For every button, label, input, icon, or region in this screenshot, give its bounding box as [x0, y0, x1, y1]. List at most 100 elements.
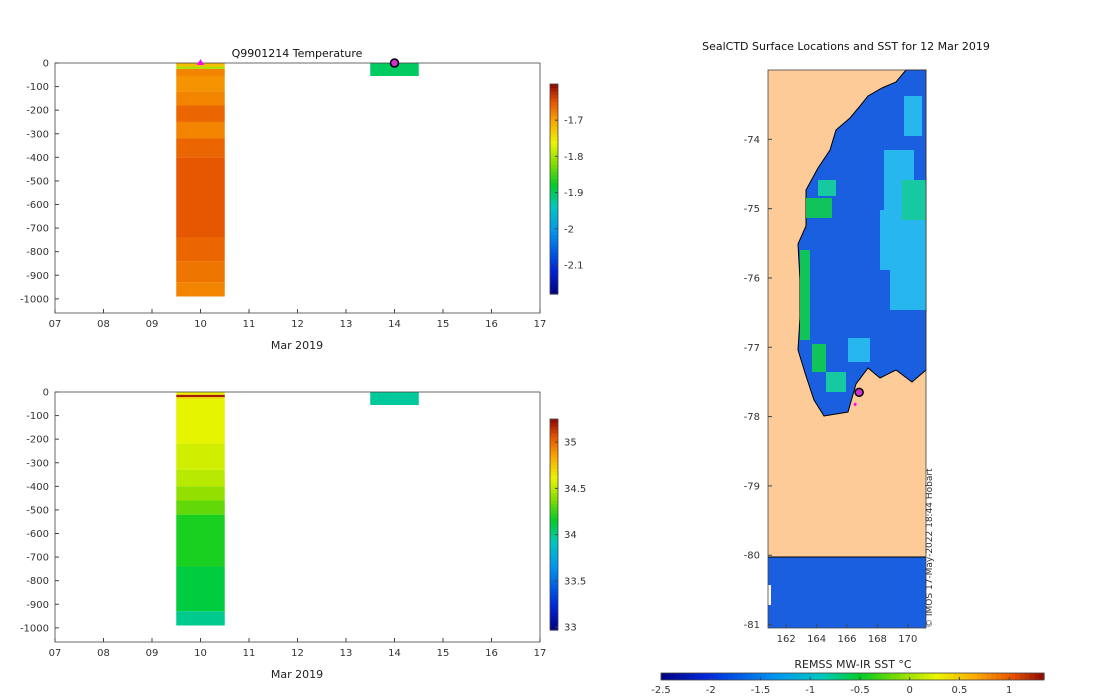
sst-colorbar-segment	[828, 673, 834, 680]
colorbar-segment	[550, 234, 558, 239]
x-tick-label: 16	[485, 319, 498, 330]
salinity-axes-box	[54, 391, 541, 643]
sst-colorbar-segment	[732, 673, 739, 680]
colorbar-segment	[550, 262, 558, 267]
x-tick-label: 17	[534, 648, 547, 659]
colorbar-segment	[550, 461, 558, 466]
sst-colorbar-segment	[766, 673, 772, 680]
colorbar-segment	[550, 84, 558, 89]
sst-colorbar-tick-label: -1	[805, 685, 815, 696]
sst-patch	[806, 198, 832, 218]
sst-patch	[818, 180, 836, 196]
profile-band	[176, 566, 225, 612]
sst-colorbar-segment	[957, 673, 964, 680]
colorbar-tick-label: 34	[564, 530, 577, 541]
y-tick-label: -900	[26, 600, 49, 611]
colorbar-segment	[550, 213, 558, 218]
colorbar-segment	[550, 559, 558, 564]
colorbar-segment	[550, 513, 558, 519]
sst-colorbar-segment	[991, 673, 997, 680]
sst-colorbar-segment	[823, 673, 830, 680]
colorbar-frame	[549, 83, 559, 295]
colorbar-segment	[550, 227, 558, 232]
colorbar-segment	[550, 119, 558, 124]
colorbar-segment	[550, 210, 558, 215]
y-tick-label: -1000	[20, 294, 49, 305]
coast-notch	[768, 585, 771, 605]
profile-band	[176, 138, 225, 158]
colorbar-segment	[550, 273, 558, 278]
profile-band	[176, 121, 225, 139]
sst-colorbar-segment	[694, 673, 700, 680]
colorbar-segment	[550, 542, 558, 547]
map-y-tick-label: -79	[744, 481, 760, 492]
sst-colorbar-segment	[948, 673, 954, 680]
x-tick-label: 17	[534, 319, 547, 330]
colorbar-segment	[550, 549, 558, 554]
x-tick-label: 14	[388, 648, 401, 659]
colorbar-segment	[550, 503, 558, 508]
y-tick-label: -300	[26, 458, 49, 469]
colorbar-segment	[550, 164, 558, 169]
profile-band	[176, 469, 225, 487]
colorbar-segment	[550, 276, 558, 281]
x-tick-label: 10	[194, 319, 207, 330]
colorbar-segment	[550, 87, 558, 92]
colorbar-tick-label: -2	[564, 224, 574, 235]
colorbar-segment	[550, 615, 558, 621]
sst-colorbar-segment	[842, 673, 849, 680]
x-tick-label: 11	[243, 648, 256, 659]
colorbar-segment	[550, 440, 558, 445]
colorbar-segment	[550, 605, 558, 610]
sst-colorbar-segment	[1034, 673, 1040, 680]
sst-colorbar-segment	[795, 673, 801, 680]
sst-colorbar-segment	[1005, 673, 1012, 680]
y-tick-label: -800	[26, 576, 49, 587]
sst-colorbar-segment	[684, 673, 691, 680]
temperature-x-label: Mar 2019	[271, 339, 323, 352]
colorbar-segment	[550, 577, 558, 582]
colorbar-segment	[550, 426, 558, 431]
sst-colorbar-segment	[747, 673, 753, 680]
sst-colorbar-segment	[886, 673, 892, 680]
sst-colorbar-segment	[919, 673, 925, 680]
x-tick-label: 15	[437, 648, 450, 659]
sst-colorbar-segment	[804, 673, 811, 680]
southern-sst-band	[768, 557, 926, 628]
sst-colorbar-tick-label: -2.5	[651, 685, 671, 696]
profile-location-dot	[854, 387, 864, 398]
temperature-panel-title: Q9901214 Temperature	[232, 47, 363, 60]
sst-colorbar-segment	[909, 673, 916, 680]
sst-colorbar-segment	[1029, 673, 1036, 680]
colorbar-segment	[550, 245, 558, 250]
colorbar-segment	[550, 108, 558, 113]
colorbar-segment	[550, 154, 558, 159]
profile-band	[176, 514, 225, 567]
colorbar-segment	[550, 255, 558, 260]
sst-colorbar-segment	[708, 673, 715, 680]
map-y-tick-label: -81	[744, 620, 760, 631]
colorbar-tick-label: 35	[564, 438, 577, 449]
colorbar-segment	[550, 556, 558, 561]
profile-band	[176, 237, 225, 262]
sst-colorbar-segment	[943, 673, 949, 680]
colorbar-segment	[550, 196, 558, 201]
x-tick-label: 13	[340, 319, 353, 330]
x-tick-label: 08	[97, 319, 110, 330]
colorbar-segment	[550, 531, 558, 536]
colorbar-segment	[550, 143, 558, 148]
colorbar-segment	[550, 598, 558, 603]
temperature-axis-ticks: 07 08 09 10 11 12 13 14 15 16 17 0 -100 -200 -300 -400 -…	[20, 58, 547, 330]
colorbar-segment	[550, 252, 558, 257]
colorbar-segment	[550, 220, 558, 225]
profile-band	[176, 282, 225, 297]
map-y-tick-label: -78	[744, 412, 760, 423]
x-tick-label: 09	[146, 319, 159, 330]
map-y-tick-label: -77	[744, 343, 760, 354]
colorbar-tick-label: 34.5	[564, 484, 586, 495]
colorbar-segment	[550, 129, 558, 134]
sst-colorbar: -2.5 -2 -1.5 -1 -0.5 0 0.5 1	[651, 672, 1045, 696]
colorbar-segment	[550, 485, 558, 490]
sst-colorbar-segment	[852, 673, 858, 680]
